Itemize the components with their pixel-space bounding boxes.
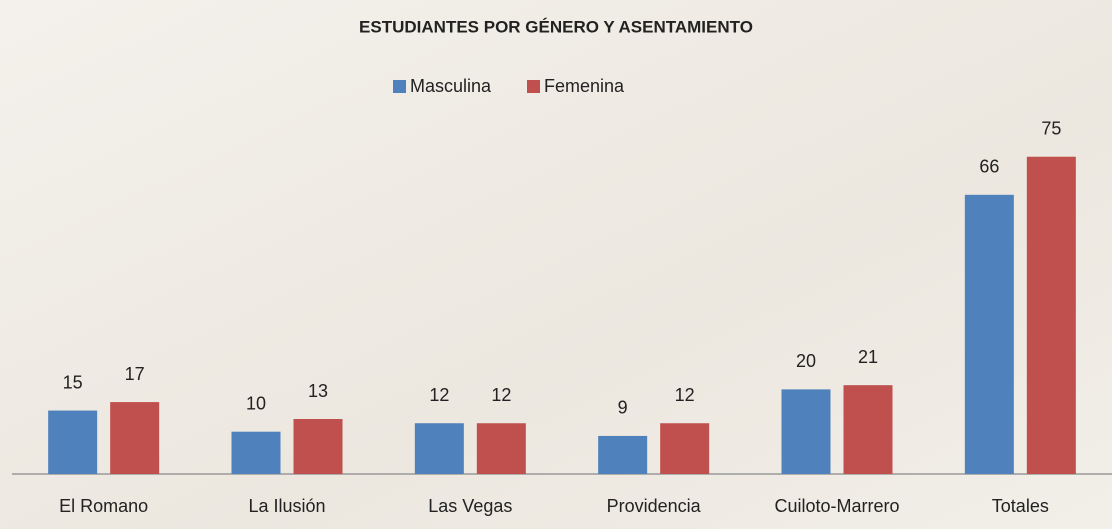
data-label: 10 bbox=[246, 393, 266, 413]
chart: ESTUDIANTES POR GÉNERO Y ASENTAMIENTO Ma… bbox=[0, 0, 1112, 529]
bar bbox=[48, 411, 97, 474]
x-tick-label: Cuiloto-Marrero bbox=[774, 496, 899, 516]
legend-swatch bbox=[527, 80, 540, 93]
data-label: 9 bbox=[618, 398, 628, 418]
x-tick-label: La Ilusión bbox=[248, 496, 325, 516]
data-label: 21 bbox=[858, 347, 878, 367]
data-label: 66 bbox=[979, 157, 999, 177]
x-tick-label: Totales bbox=[992, 496, 1049, 516]
data-label: 12 bbox=[491, 385, 511, 405]
bar bbox=[294, 419, 343, 474]
bar bbox=[415, 423, 464, 474]
page: ESTUDIANTES POR GÉNERO Y ASENTAMIENTO Ma… bbox=[0, 0, 1112, 529]
data-label: 12 bbox=[429, 385, 449, 405]
chart-title: ESTUDIANTES POR GÉNERO Y ASENTAMIENTO bbox=[359, 17, 753, 36]
x-tick-label: El Romano bbox=[59, 496, 148, 516]
x-tick-label: Las Vegas bbox=[428, 496, 512, 516]
bar bbox=[844, 385, 893, 474]
bar bbox=[1027, 157, 1076, 474]
x-tick-label: Providencia bbox=[607, 496, 702, 516]
data-label: 75 bbox=[1041, 119, 1061, 139]
legend-swatch bbox=[393, 80, 406, 93]
bar bbox=[477, 423, 526, 474]
legend-label: Femenina bbox=[544, 76, 625, 96]
bar bbox=[232, 432, 281, 474]
bar bbox=[965, 195, 1014, 474]
data-label: 17 bbox=[125, 364, 145, 384]
data-label: 13 bbox=[308, 381, 328, 401]
data-label: 12 bbox=[675, 385, 695, 405]
data-label: 20 bbox=[796, 351, 816, 371]
legend-label: Masculina bbox=[410, 76, 492, 96]
bar bbox=[110, 402, 159, 474]
data-label: 15 bbox=[63, 372, 83, 392]
bar bbox=[660, 423, 709, 474]
bar bbox=[598, 436, 647, 474]
bar bbox=[782, 389, 831, 474]
